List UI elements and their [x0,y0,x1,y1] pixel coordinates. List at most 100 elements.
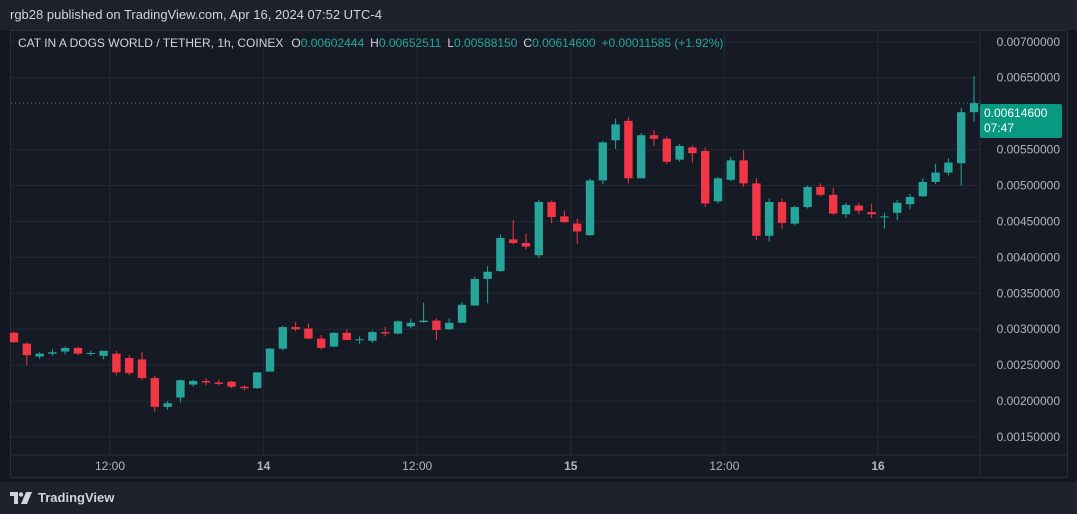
candle-body [726,160,735,180]
time-tick-label: 15 [564,459,578,473]
candle-body [278,327,287,349]
candle-up [611,118,620,149]
candle-body [969,103,979,113]
candle-down [432,318,441,341]
candle-up [48,349,57,356]
candle-body [355,339,364,341]
candle-down [22,342,31,366]
grid-lines [10,31,1068,477]
candle-body [291,327,300,330]
tradingview-logo-icon [10,491,32,504]
candle-up [637,133,646,179]
open-label: O [291,36,301,50]
price-tick-label: 0.00200000 [997,394,1061,408]
candle-up [445,318,454,330]
candle-down [829,187,838,215]
candle-up [726,156,735,182]
candle-body [9,332,19,343]
candle-body [649,135,659,139]
publisher-text: rgb28 published on TradingView.com, Apr … [10,7,382,22]
footer-bar: TradingView [0,482,1077,514]
candle-body [189,380,198,385]
current-price-tag: 0.00614600 07:47 [980,104,1062,138]
candle-body [393,321,403,334]
candle-body [483,271,492,279]
candle-body [803,186,812,208]
candle-up [905,194,915,210]
candle-body [713,178,723,202]
current-price-value: 0.00614600 [984,106,1048,120]
candle-down [112,350,121,376]
candle-down [317,334,326,350]
candle-body [867,212,876,215]
candle-body [265,348,275,372]
candle-down [573,218,582,244]
candle-down [688,145,697,163]
candle-body [918,181,927,197]
candle-up [189,379,198,387]
candle-up [713,176,723,204]
candle-body [841,204,851,215]
candle-body [521,243,531,247]
candle-up [368,330,377,343]
candle-down [624,117,633,184]
price-tick-label: 0.00700000 [997,35,1061,49]
candle-down [342,329,351,341]
candle-body [752,183,761,236]
candle-up [496,234,505,272]
candle-body [432,320,441,330]
candle-down [662,136,671,164]
time-axis[interactable]: 12:00 14 12:00 15 12:00 16 [95,459,885,473]
candle-up [893,199,902,221]
candle-body [61,347,70,352]
candle-up [176,379,185,403]
candle-body [112,353,121,373]
candle-body [125,357,134,374]
candle-body [931,172,940,182]
time-tick-label: 12:00 [709,459,739,473]
candle-down [521,233,531,250]
candle-body [86,352,95,354]
candle-up [35,352,44,359]
candle-body [585,180,595,236]
candle-up [253,372,262,389]
candle-body [73,347,83,354]
price-tick-label: 0.00550000 [997,143,1061,157]
candle-body [35,353,44,357]
candle-down [560,210,569,223]
candle-body [598,142,607,181]
candle-up [457,301,467,323]
price-axis[interactable]: 0.00700000 0.00650000 0.00550000 0.00500000… [997,35,1061,444]
candle-body [445,322,454,330]
candle-down [381,327,390,337]
candle-up [675,143,684,162]
candle-body [509,239,518,243]
candle-body [701,151,710,204]
candle-body [560,216,569,223]
candles [9,75,979,412]
candle-up [598,140,607,185]
candle-up [470,276,479,306]
symbol-name[interactable]: CAT IN A DOGS WORLD / TETHER, 1h, COINEX [18,36,284,50]
tradingview-logo[interactable]: TradingView [10,490,114,505]
candle-body [637,135,646,179]
tradingview-brand: TradingView [38,490,115,505]
time-tick-label: 12:00 [95,459,125,473]
close-value: 0.00614600 [532,36,596,50]
candle-down [867,203,876,218]
candle-up [790,205,799,226]
candle-body [457,304,467,323]
candle-down [214,379,223,386]
candle-up [483,265,492,304]
candle-body [137,359,147,379]
candle-down [291,322,300,332]
price-tick-label: 0.00150000 [997,430,1061,444]
candle-down [137,352,147,381]
candle-body [675,145,684,160]
candle-body [688,147,697,154]
candle-body [406,322,415,327]
candle-up [957,107,966,186]
candle-up [393,320,403,335]
price-tick-label: 0.00650000 [997,71,1061,85]
